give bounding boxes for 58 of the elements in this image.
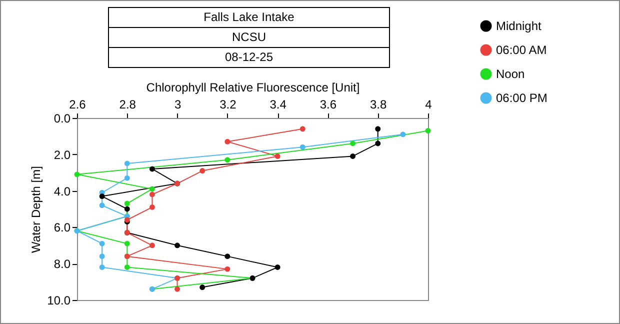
point — [149, 192, 155, 198]
legend-label: Noon — [496, 67, 525, 81]
point — [149, 166, 155, 172]
x-tick-label: 4 — [425, 98, 432, 112]
point — [375, 126, 381, 132]
y-tick-label: 10.0 — [47, 294, 71, 308]
point — [124, 206, 130, 212]
y-tick-label: 0.0 — [54, 112, 71, 126]
x-tick-label: 3.6 — [320, 98, 337, 112]
point — [274, 264, 280, 270]
y-tick-label: 4.0 — [54, 184, 71, 198]
y-axis-title: Water Depth [m] — [29, 166, 44, 253]
x-tick-label: 3.2 — [220, 98, 237, 112]
chart-title: Falls Lake Intake — [108, 7, 390, 28]
x-tick-label: 3.4 — [270, 98, 287, 112]
point — [149, 204, 155, 210]
point — [425, 128, 431, 134]
point — [400, 132, 406, 138]
point — [149, 242, 155, 248]
point — [124, 175, 130, 181]
point — [99, 202, 105, 208]
point — [224, 157, 230, 163]
point — [99, 240, 105, 246]
point — [300, 126, 306, 132]
point — [375, 140, 381, 146]
point — [200, 284, 206, 290]
point — [74, 172, 80, 178]
point — [224, 266, 230, 272]
y-tick-label: 2.0 — [54, 148, 71, 162]
y-tick-label: 6.0 — [54, 220, 71, 235]
point — [224, 254, 230, 260]
point — [274, 153, 280, 159]
legend-label: Midnight — [496, 19, 542, 33]
point — [124, 240, 130, 246]
point — [200, 168, 206, 174]
point — [350, 140, 356, 146]
x-tick-label: 2.6 — [69, 98, 86, 112]
point — [300, 144, 306, 150]
point — [350, 153, 356, 159]
point — [99, 254, 105, 260]
point — [174, 286, 180, 292]
chart-subtitle: NCSU — [108, 27, 390, 48]
x-tick-label: 3.8 — [370, 98, 388, 112]
point — [124, 264, 130, 270]
point — [99, 194, 105, 199]
point — [99, 264, 105, 270]
x-axis-title: Chlorophyll Relative Fluorescence [Unit] — [146, 80, 360, 94]
x-tick-label: 2.8 — [119, 98, 136, 112]
text: 08-12-25 — [108, 47, 390, 68]
point — [224, 138, 230, 144]
y-tick-label: 8.0 — [54, 257, 71, 272]
x-tick-label: 3 — [174, 98, 182, 112]
legend-label: 06:00 AM — [496, 43, 547, 57]
point — [124, 200, 130, 206]
legend-label: 06:00 PM — [496, 91, 548, 105]
point — [124, 160, 130, 166]
point — [174, 242, 180, 248]
point — [149, 186, 155, 192]
